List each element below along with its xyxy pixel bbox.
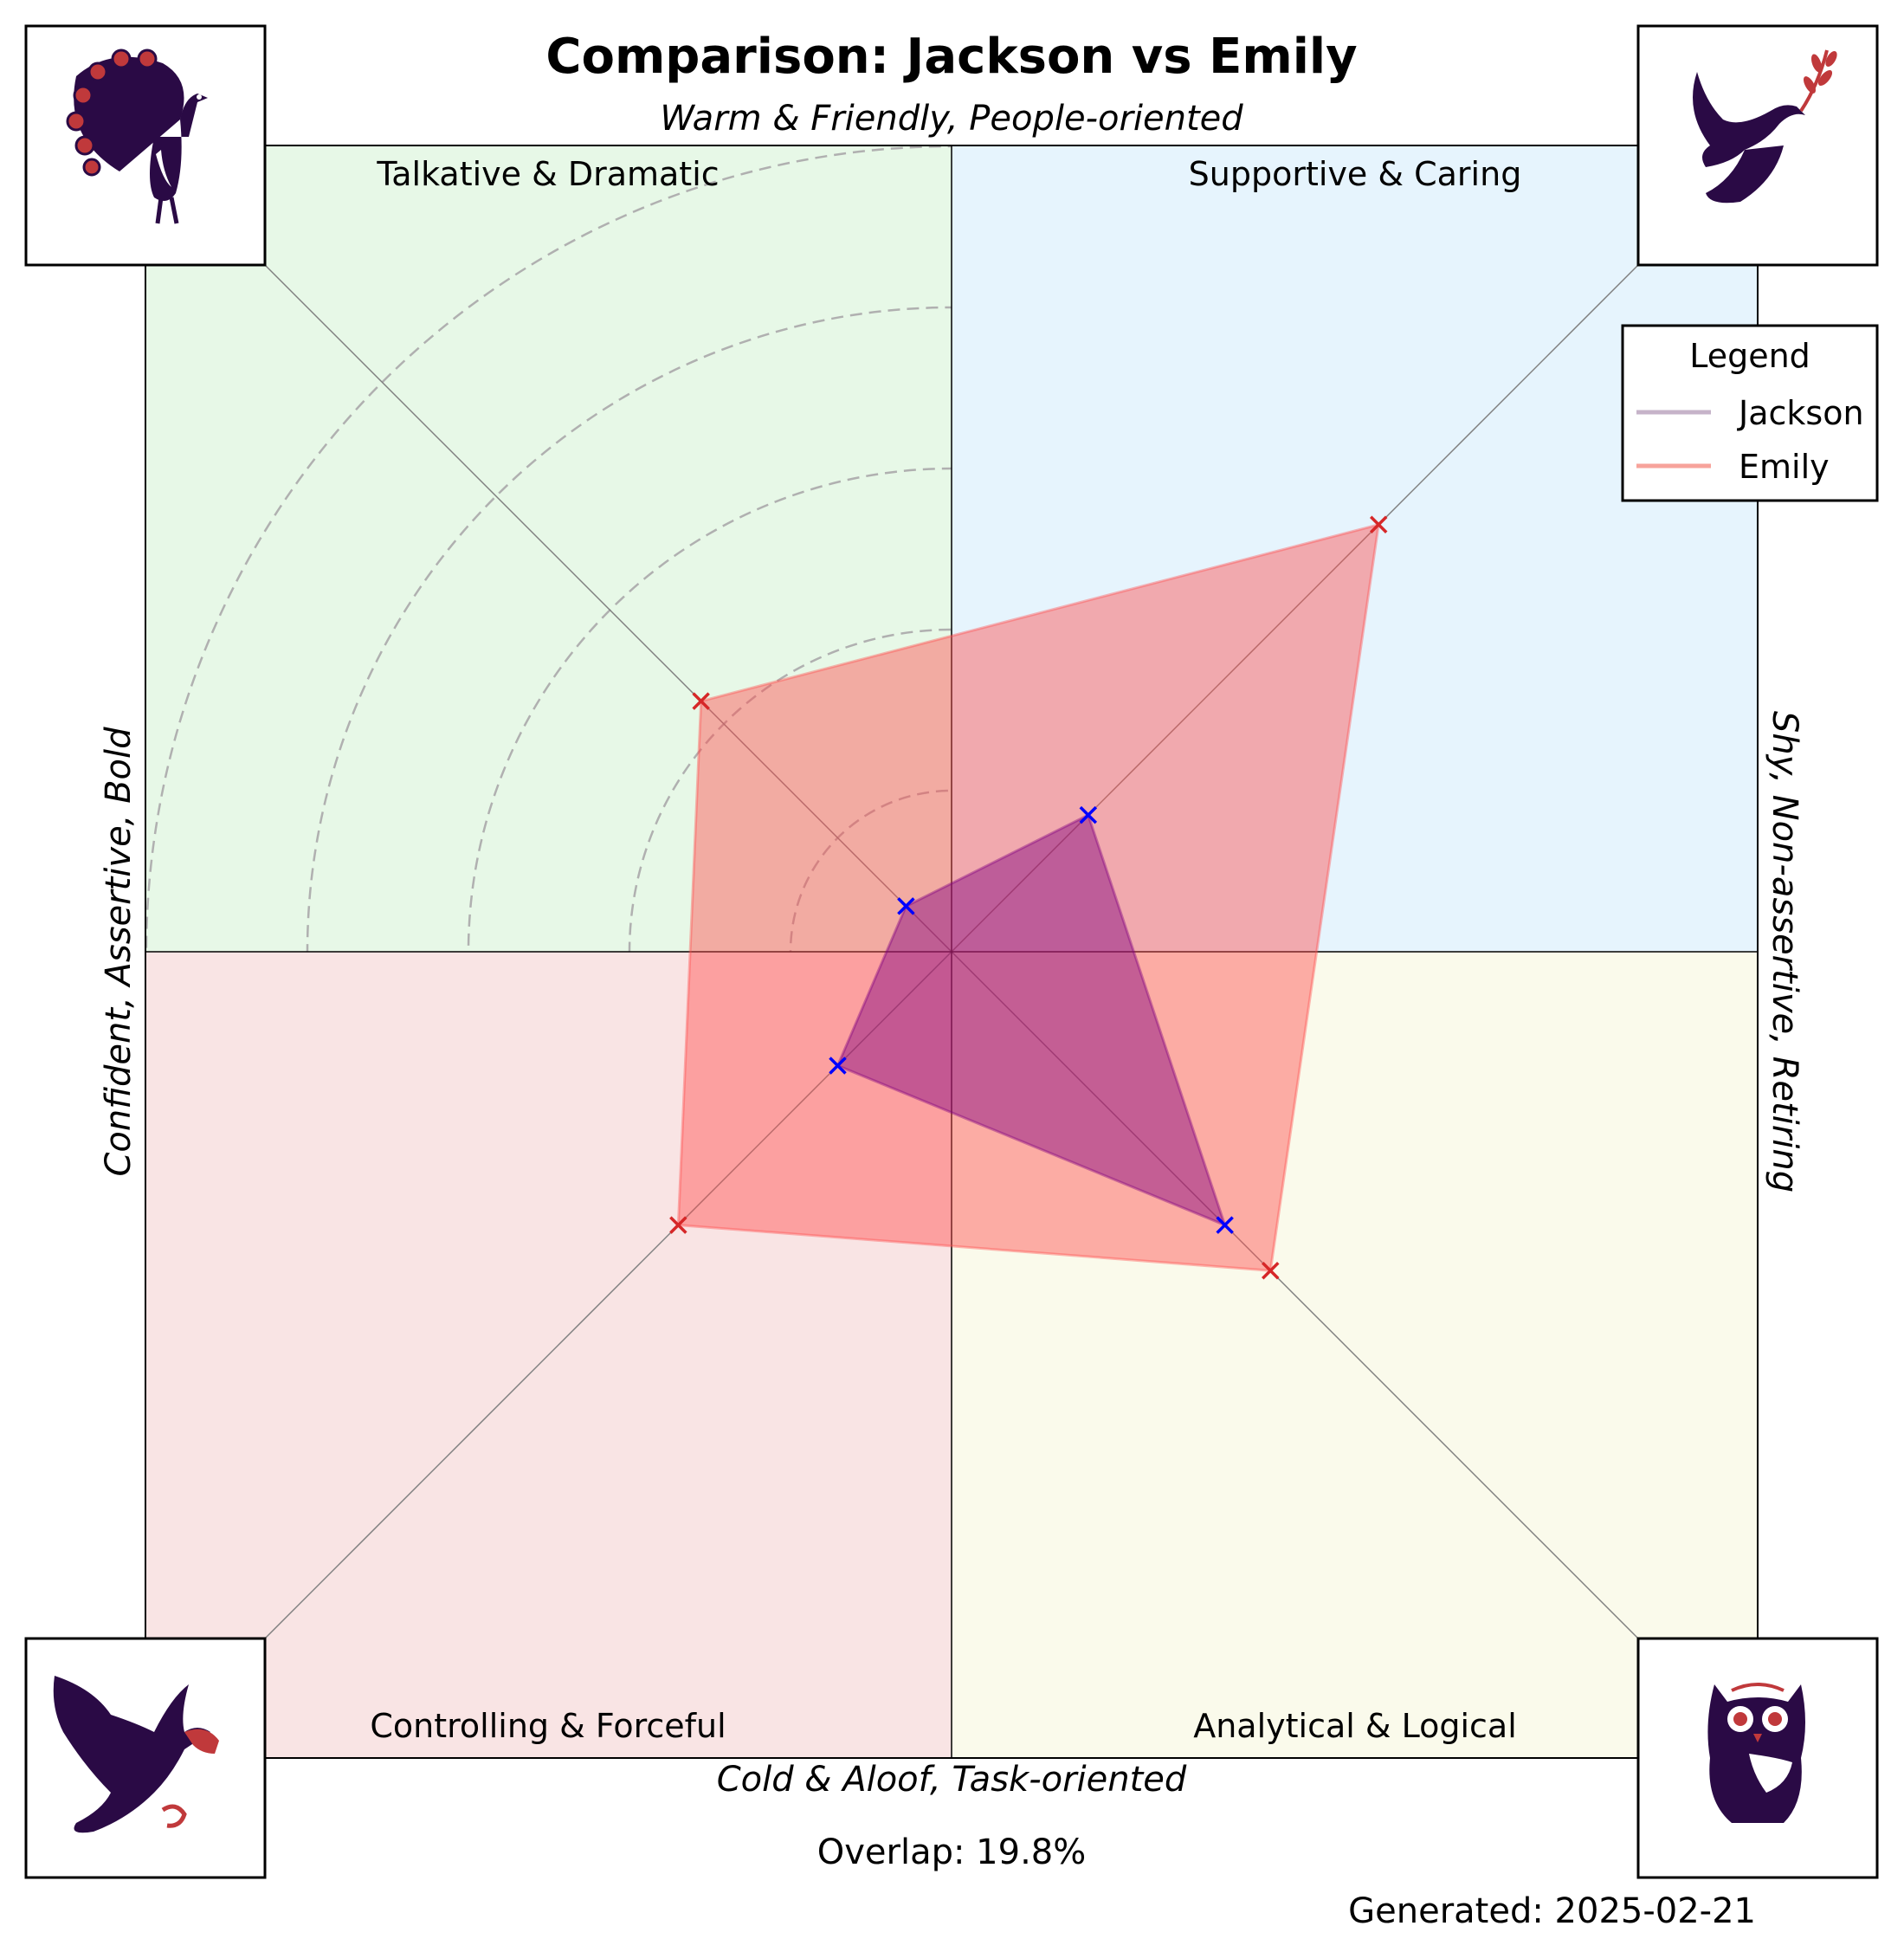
quadrant-label-talkative-dramatic: Talkative & Dramatic bbox=[376, 155, 719, 193]
owl-icon bbox=[1636, 1637, 1879, 1879]
overlap-label: Overlap: 19.8% bbox=[817, 1832, 1087, 1872]
data-point-emily bbox=[669, 1216, 687, 1234]
data-point-jackson bbox=[897, 897, 915, 915]
peacock-icon bbox=[24, 24, 267, 267]
data-point-emily bbox=[1369, 515, 1388, 534]
spoke-bottom-right bbox=[951, 951, 1644, 1645]
axis-label-right: Shy, Non-assertive, Retiring bbox=[1765, 711, 1804, 1192]
data-point-jackson bbox=[1079, 805, 1098, 824]
quadrant-label-supportive-caring: Supportive & Caring bbox=[1189, 155, 1522, 193]
chart-title: Comparison: Jackson vs Emily bbox=[545, 29, 1357, 85]
axis-label-top: Warm & Friendly, People-oriented bbox=[660, 99, 1243, 139]
legend: Legend Jackson Emily bbox=[1621, 324, 1879, 502]
legend-title: Legend bbox=[1689, 337, 1810, 375]
eagle-icon bbox=[24, 1637, 267, 1879]
quadrant-label-analytical-logical: Analytical & Logical bbox=[1193, 1707, 1517, 1745]
data-point-jackson bbox=[1216, 1216, 1234, 1234]
legend-entry-jackson: Jackson bbox=[1737, 394, 1864, 432]
dove-icon bbox=[1636, 24, 1879, 267]
data-point-jackson bbox=[829, 1057, 847, 1075]
data-point-emily bbox=[1262, 1262, 1280, 1280]
axis-spokes bbox=[259, 259, 1644, 1645]
quadrant-label-controlling-forceful: Controlling & Forceful bbox=[370, 1707, 726, 1745]
generated-label: Generated: 2025-02-21 bbox=[1348, 1891, 1756, 1931]
series-layer bbox=[669, 515, 1388, 1280]
axis-label-bottom: Cold & Aloof, Task-oriented bbox=[717, 1760, 1187, 1800]
spoke-top-left bbox=[259, 259, 952, 953]
legend-entry-emily: Emily bbox=[1739, 448, 1830, 486]
data-point-emily bbox=[692, 692, 710, 710]
spoke-top-right bbox=[951, 259, 1644, 953]
axis-label-left: Confident, Assertive, Bold bbox=[99, 727, 139, 1177]
plot-frame bbox=[145, 145, 1759, 1759]
